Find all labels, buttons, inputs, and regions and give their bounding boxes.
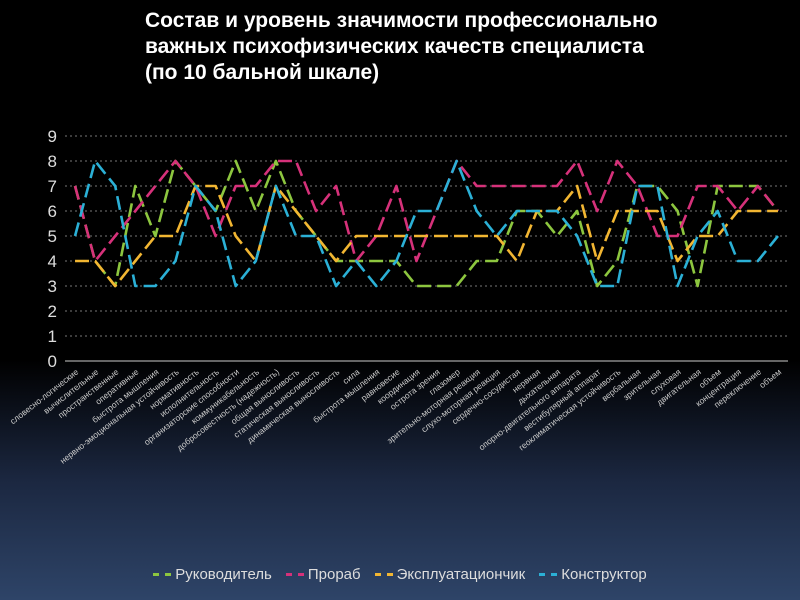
legend-label: Руководитель [175,566,272,583]
legend-label: Конструктор [561,566,647,583]
legend-label: Эксплуатациончик [396,566,526,583]
legend: Руководитель Прораб Эксплуатациончик Констр… [0,566,800,583]
legend-swatch [539,573,558,576]
title-line-3: (по 10 бальной шкале) [145,61,380,84]
series-line [73,159,779,288]
legend-item: Эксплуатациончик [374,566,526,583]
y-tick-label: 9 [48,127,57,146]
y-tick-label: 4 [48,252,57,271]
legend-swatch [153,573,172,576]
title-line-1: Состав и уровень значимости профессионал… [145,9,658,32]
y-tick-label: 5 [48,227,57,246]
y-tick-label: 0 [48,352,57,371]
legend-label: Прораб [307,566,361,583]
y-tick-label: 1 [48,327,57,346]
title-line-2: важных психофизических качеств специалис… [145,35,644,58]
legend-item: Конструктор [539,566,647,583]
legend-item: Руководитель [153,566,272,583]
legend-item: Прораб [285,566,361,583]
legend-swatch [374,573,393,576]
y-tick-label: 8 [48,152,57,171]
y-tick-label: 6 [48,202,57,221]
y-tick-label: 7 [48,177,57,196]
chart-title: Состав и уровень значимости профессионал… [145,8,785,86]
x-tick-label: объем [757,367,783,390]
y-tick-label: 2 [48,302,57,321]
legend-swatch [285,573,304,576]
y-tick-label: 3 [48,277,57,296]
